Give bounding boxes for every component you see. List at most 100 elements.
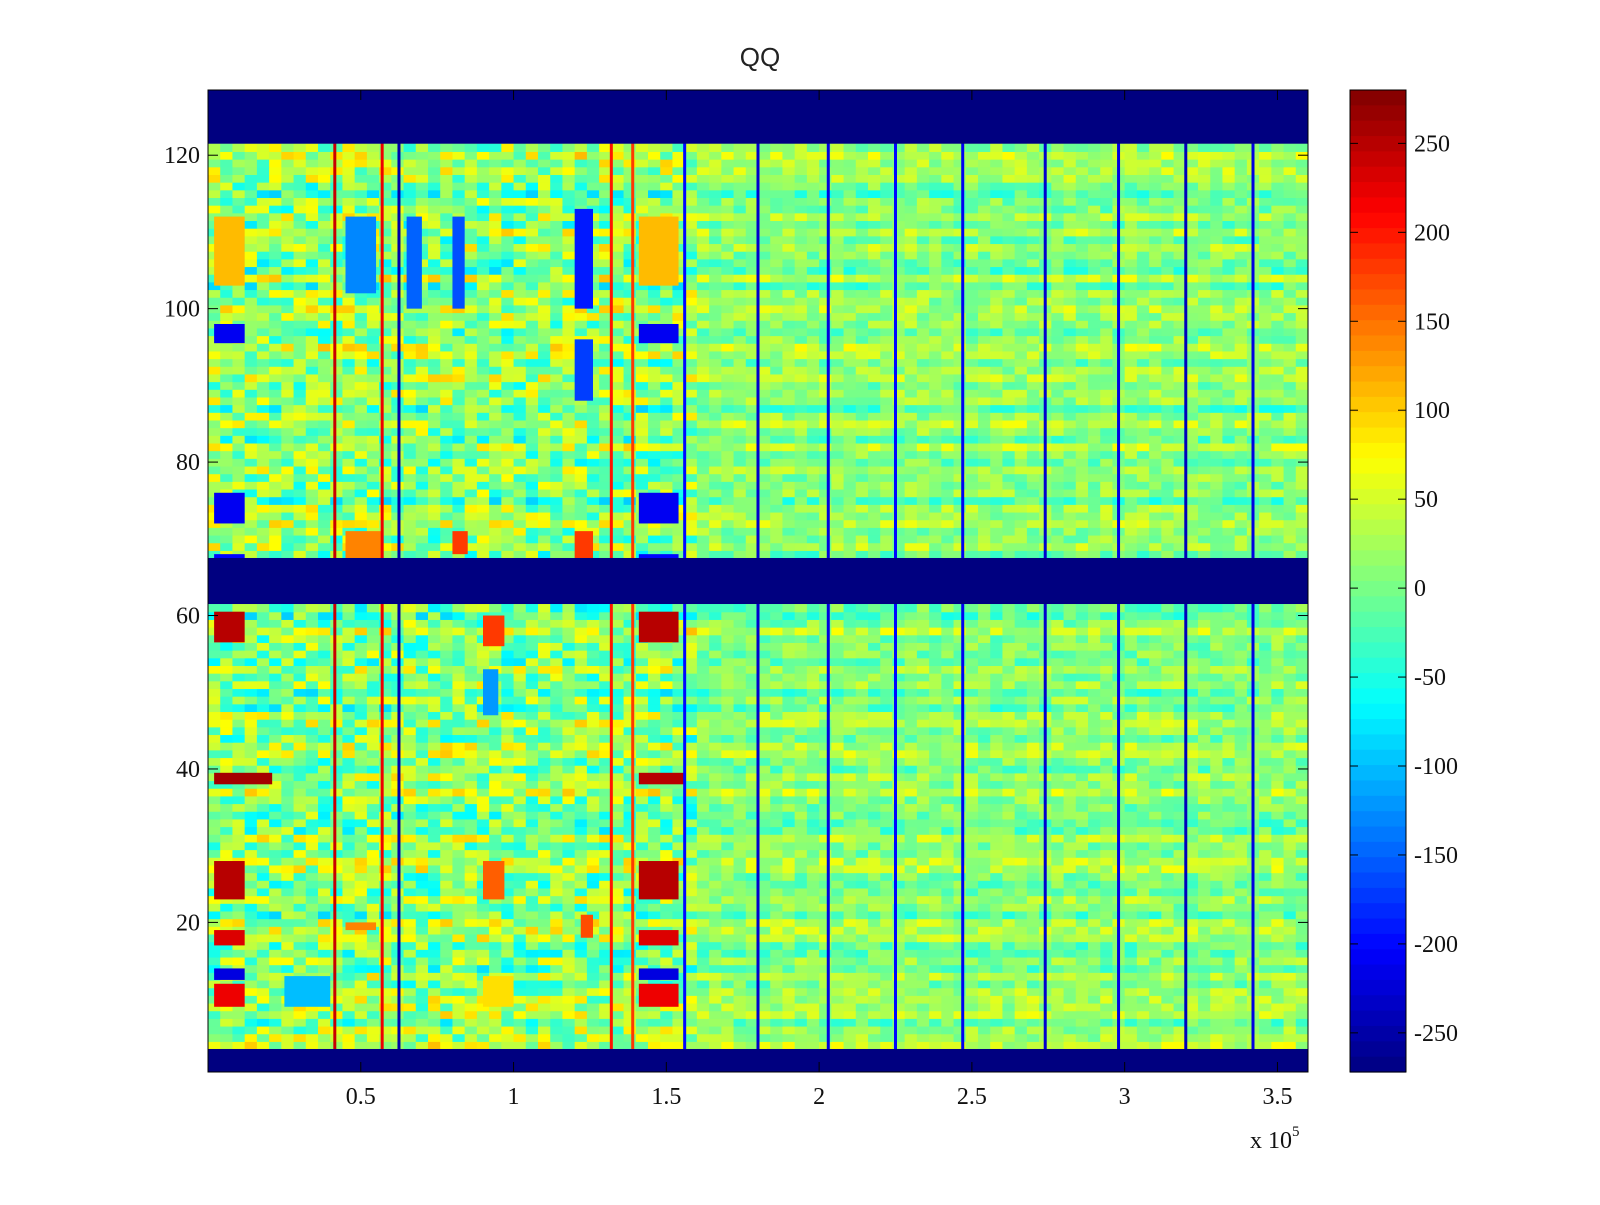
- heatmap-cell: [1026, 872, 1040, 881]
- heatmap-cell: [354, 749, 368, 759]
- heatmap-cell: [929, 1025, 942, 1035]
- heatmap-cell: [208, 1033, 221, 1042]
- heatmap-cell: [1026, 650, 1040, 659]
- heatmap-cell: [452, 703, 466, 713]
- heatmap-cell: [1100, 864, 1114, 874]
- heatmap-cell: [660, 803, 674, 812]
- heatmap-cell: [868, 834, 881, 843]
- heatmap-cell: [501, 1002, 515, 1012]
- heatmap-cell: [464, 949, 478, 958]
- heatmap-cell: [379, 680, 392, 690]
- heatmap-cell: [1234, 933, 1248, 943]
- heatmap-cell: [293, 650, 307, 659]
- heatmap-cell: [1259, 1010, 1272, 1019]
- heatmap-cell: [696, 887, 710, 897]
- heatmap-cell: [330, 1025, 344, 1035]
- heatmap-cell: [366, 688, 380, 697]
- heatmap-cell: [1234, 780, 1248, 789]
- heatmap-cell: [990, 749, 1004, 759]
- heatmap-cell: [1149, 872, 1162, 881]
- heatmap-cell: [880, 826, 894, 835]
- heatmap-cell: [758, 726, 771, 736]
- heatmap-cell: [1088, 995, 1101, 1004]
- heatmap-cell: [843, 634, 857, 643]
- heatmap-cell: [941, 933, 955, 943]
- heatmap-cell: [281, 642, 295, 651]
- heatmap-cell: [1259, 711, 1272, 720]
- heatmap-cell: [379, 803, 392, 812]
- heatmap-cell: [464, 956, 478, 966]
- heatmap-cell: [1185, 657, 1199, 666]
- heatmap-cell: [1124, 841, 1138, 851]
- heatmap-cell: [1088, 910, 1101, 920]
- heatmap-cell: [415, 979, 429, 989]
- heatmap-cell: [1124, 803, 1138, 812]
- heatmap-cell: [1136, 673, 1150, 682]
- heatmap-cell: [623, 673, 637, 682]
- heatmap-cell: [1075, 772, 1089, 782]
- heatmap-cell: [733, 795, 747, 805]
- heatmap-cell: [843, 711, 857, 720]
- heatmap-cell: [1002, 1010, 1016, 1019]
- heatmap-cell: [880, 657, 894, 666]
- heatmap-cell: [403, 995, 417, 1004]
- heatmap-cell: [758, 788, 771, 797]
- heatmap-cell: [256, 834, 270, 843]
- heatmap-cell: [1088, 864, 1101, 874]
- heatmap-cell: [476, 849, 490, 858]
- heatmap-cell: [525, 765, 539, 774]
- heatmap-cell: [635, 1018, 649, 1027]
- heatmap-cell: [244, 657, 258, 666]
- heatmap-cell: [721, 933, 735, 943]
- heatmap-cell: [721, 964, 735, 973]
- heatmap-cell: [403, 1002, 417, 1012]
- heatmap-cell: [745, 941, 759, 950]
- heatmap-cell: [293, 1018, 307, 1027]
- heatmap-cell: [953, 1041, 967, 1050]
- heatmap-cell: [880, 742, 894, 751]
- heatmap-cell: [1295, 726, 1308, 736]
- heatmap-cell: [318, 703, 331, 713]
- heatmap-cell: [1136, 650, 1150, 659]
- heatmap-cell: [574, 834, 588, 843]
- heatmap-cell: [550, 795, 564, 805]
- heatmap-cell: [868, 926, 881, 935]
- heatmap-cell: [513, 703, 527, 713]
- heatmap-cell: [1088, 826, 1101, 835]
- heatmap-cell: [305, 818, 319, 828]
- heatmap-cell: [1002, 1041, 1016, 1050]
- heatmap-cell: [415, 841, 429, 851]
- heatmap-cell: [794, 964, 808, 973]
- heatmap-cell: [269, 1010, 282, 1019]
- heatmap-cell: [916, 688, 930, 697]
- heatmap-cell: [293, 964, 307, 973]
- heatmap-cell: [635, 703, 649, 713]
- heatmap-cell: [929, 642, 942, 651]
- heatmap-cell: [220, 834, 234, 843]
- heatmap-cell: [415, 926, 429, 935]
- heatmap-cell: [354, 711, 368, 720]
- heatmap-cell: [1014, 1025, 1028, 1035]
- heatmap-cell: [941, 1041, 955, 1050]
- heatmap-cell: [1271, 650, 1285, 659]
- heatmap-cell: [281, 1002, 295, 1012]
- heatmap-cell: [904, 918, 918, 927]
- heatmap-cell: [513, 1002, 527, 1012]
- heatmap-cell: [868, 673, 881, 682]
- heatmap-cell: [660, 780, 674, 789]
- heatmap-cell: [709, 765, 722, 774]
- heatmap-cell: [403, 941, 417, 950]
- heatmap-cell: [696, 941, 710, 950]
- heatmap-cell: [1002, 826, 1016, 835]
- heatmap-cell: [978, 650, 991, 659]
- heatmap-cell: [1185, 749, 1199, 759]
- heatmap-cell: [1026, 688, 1040, 697]
- heatmap-cell: [941, 949, 955, 958]
- heatmap-cell: [476, 742, 490, 751]
- heatmap-cell: [745, 788, 759, 797]
- heatmap-cell: [501, 1018, 515, 1027]
- heatmap-cell: [1088, 657, 1101, 666]
- heatmap-cell: [819, 650, 832, 659]
- heatmap-cell: [586, 803, 600, 812]
- heatmap-cell: [733, 826, 747, 835]
